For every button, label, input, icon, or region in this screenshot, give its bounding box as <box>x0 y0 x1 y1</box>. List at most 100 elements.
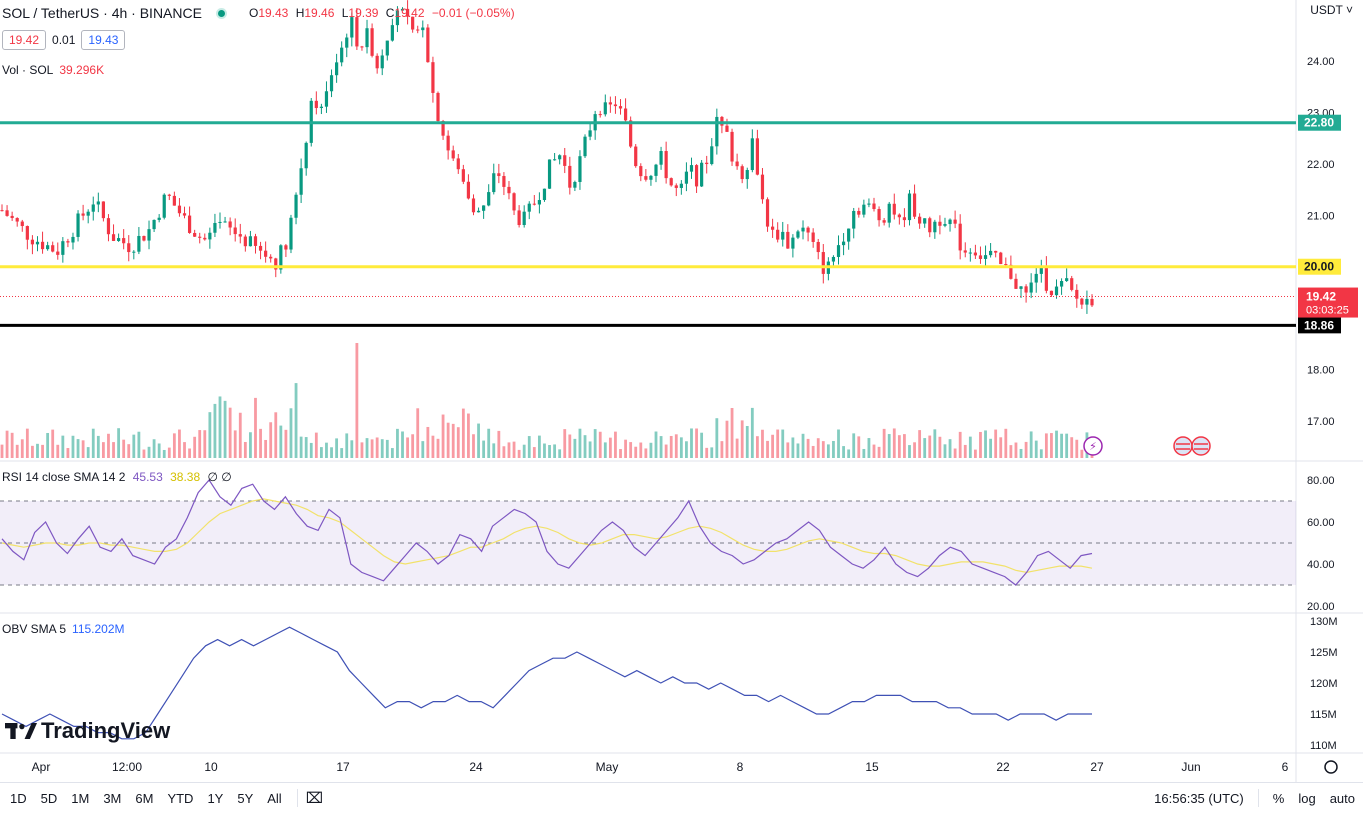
rsi-sma-line <box>1 498 1093 574</box>
symbol-title[interactable]: SOL / TetherUS · 4h · BINANCE <box>2 5 202 21</box>
candle-body <box>451 150 455 159</box>
volume-bar <box>720 441 724 458</box>
candle-body <box>350 17 354 38</box>
volume-bar <box>385 439 389 458</box>
log-toggle[interactable]: log <box>1298 790 1316 806</box>
volume-bar <box>152 439 156 458</box>
chart-canvas[interactable]: 24.0023.0022.0021.0018.0017.0080.0060.00… <box>0 0 1363 782</box>
volume-bar <box>603 442 607 458</box>
volume-bar <box>112 442 115 458</box>
range-3m[interactable]: 3M <box>103 790 122 806</box>
time-tick-label: 17 <box>336 760 350 774</box>
market-status-icon[interactable] <box>215 7 227 19</box>
candle-body <box>441 120 445 136</box>
bid-ask-boxes: 19.42 0.01 19.43 <box>2 30 126 50</box>
candle-body <box>847 228 851 242</box>
volume-bar <box>178 429 181 458</box>
volume-bar <box>943 444 947 458</box>
volume-legend[interactable]: Vol · SOL 39.296K <box>2 63 105 77</box>
range-6m[interactable]: 6M <box>135 790 154 806</box>
candle-body <box>598 114 602 116</box>
candle-body <box>684 171 689 184</box>
candle-body <box>431 62 435 93</box>
level-price-label <box>1298 258 1341 275</box>
candle-body <box>765 199 770 227</box>
candle-body <box>1039 265 1043 274</box>
candle-body <box>122 238 126 244</box>
candle-body <box>781 231 785 240</box>
candle-body <box>416 29 420 31</box>
spread-value: 0.01 <box>52 33 76 47</box>
range-all[interactable]: All <box>267 790 282 806</box>
obv-legend[interactable]: OBV SMA 5 115.202M <box>2 622 125 636</box>
auto-toggle[interactable]: auto <box>1329 790 1355 806</box>
date-range-icon[interactable]: ⌧ <box>305 790 323 807</box>
candle-body <box>644 176 648 180</box>
candle-body <box>1034 273 1038 283</box>
candle-body <box>730 131 734 162</box>
volume-bar <box>842 446 845 458</box>
volume-bar <box>269 422 273 458</box>
volume-bar <box>994 429 998 458</box>
candle-body <box>66 241 70 243</box>
rsi-legend[interactable]: RSI 14 close SMA 14 2 45.53 38.38 ∅ ∅ <box>2 470 232 484</box>
volume-bar <box>766 440 769 458</box>
us-flag-event-icon[interactable] <box>1191 436 1211 456</box>
range-5d[interactable]: 5D <box>40 790 58 806</box>
volume-bar <box>963 444 967 458</box>
candle-body <box>497 173 501 177</box>
candle-body <box>30 239 35 245</box>
lightning-event-icon[interactable] <box>1083 436 1103 456</box>
volume-bar <box>243 441 247 458</box>
candle-body <box>355 17 359 47</box>
candle-body <box>710 146 714 165</box>
volume-bar <box>41 444 44 458</box>
ohlc-values: O19.43 H19.46 L19.39 C19.42 −0.01 (−0.05… <box>248 6 515 20</box>
volume-bar <box>335 438 339 458</box>
range-5y[interactable]: 5Y <box>237 790 254 806</box>
range-1y[interactable]: 1Y <box>207 790 224 806</box>
volume-bar <box>811 445 815 458</box>
volume-bar <box>46 432 50 458</box>
sell-button[interactable]: 19.42 <box>2 30 47 50</box>
range-1d[interactable]: 1D <box>10 790 27 806</box>
volume-bar <box>228 407 232 458</box>
range-ytd[interactable]: YTD <box>167 790 194 806</box>
range-1m[interactable]: 1M <box>71 790 90 806</box>
percent-toggle[interactable]: % <box>1272 790 1285 806</box>
volume-bar <box>1065 433 1069 458</box>
candle-body <box>705 162 709 165</box>
volume-bar <box>1055 430 1058 458</box>
candle-body <box>390 25 394 41</box>
candle-body <box>512 193 516 211</box>
volume-bar <box>289 408 293 458</box>
candle-body <box>786 231 790 249</box>
volume-bar <box>193 436 197 458</box>
volume-bar <box>948 439 952 458</box>
buy-button[interactable]: 19.43 <box>81 30 126 50</box>
candle-body <box>324 91 329 107</box>
time-tick-label: 8 <box>737 760 744 774</box>
currency-selector[interactable]: USDT ˅ <box>1310 3 1353 17</box>
settings-gear-icon[interactable] <box>1324 760 1338 774</box>
volume-bar <box>979 431 982 458</box>
volume-bar <box>608 437 612 458</box>
volume-bar <box>81 440 85 458</box>
candle-body <box>771 226 775 230</box>
candle-body <box>294 194 298 218</box>
tradingview-logo[interactable]: TradingView <box>5 718 170 744</box>
candle-body <box>735 161 739 167</box>
candle-body <box>507 186 511 194</box>
us-flag-event-icon[interactable] <box>1173 436 1193 456</box>
price-tick-label: 22.00 <box>1307 159 1335 171</box>
clock-time[interactable]: 16:56:35 (UTC) <box>1154 790 1244 806</box>
candle-body <box>101 201 105 219</box>
volume-bar <box>259 428 262 458</box>
volume-bar <box>548 445 551 458</box>
candle-body <box>664 151 668 179</box>
candle-body <box>578 156 582 182</box>
candle-body <box>248 236 253 247</box>
candle-body <box>258 245 263 251</box>
volume-bar <box>264 439 268 458</box>
candle-body <box>968 252 972 254</box>
